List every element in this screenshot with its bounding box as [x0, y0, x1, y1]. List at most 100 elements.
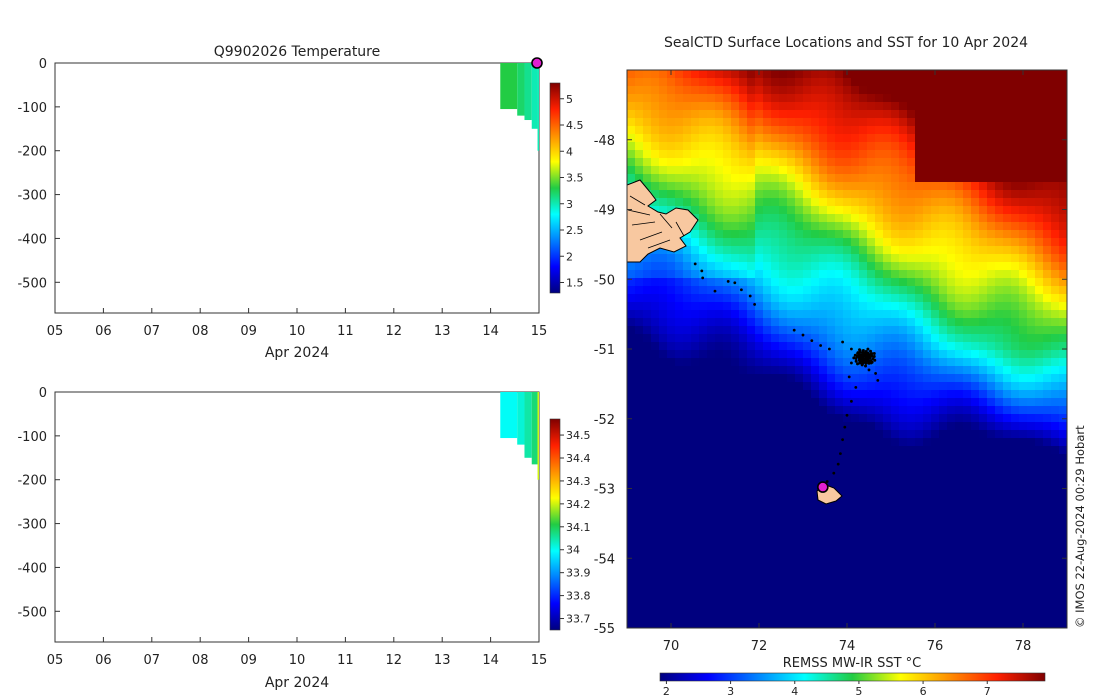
sst-cell: [891, 294, 899, 302]
sst-cell: [867, 214, 875, 222]
sst-cell: [795, 422, 803, 430]
sst-cell: [923, 166, 931, 174]
sst-cell: [707, 166, 715, 174]
sst-cell: [739, 494, 747, 502]
sst-cell: [883, 590, 891, 598]
sst-cell: [699, 510, 707, 518]
sst-cell: [779, 342, 787, 350]
sst-cell: [1035, 438, 1043, 446]
sst-cell: [947, 302, 955, 310]
cluster-point: [864, 352, 868, 356]
sst-cell: [627, 270, 635, 278]
sst-cell: [1059, 238, 1067, 246]
sst-cell: [915, 158, 923, 166]
sst-cell: [995, 270, 1003, 278]
sst-cell: [771, 118, 779, 126]
sst-cell: [1043, 350, 1051, 358]
sst-cell: [771, 214, 779, 222]
sst-cell: [875, 398, 883, 406]
sst-cell: [955, 598, 963, 606]
cluster-point: [871, 357, 875, 361]
colorbar-tick-label: 2.5: [566, 224, 584, 237]
sst-cell: [979, 254, 987, 262]
sst-cell: [699, 238, 707, 246]
sst-cell: [827, 86, 835, 94]
sst-cell: [915, 582, 923, 590]
cluster-point: [866, 347, 870, 351]
sst-cell: [979, 78, 987, 86]
sst-cell: [739, 414, 747, 422]
sst-cell: [795, 542, 803, 550]
sst-cell: [1019, 174, 1027, 182]
sst-cell: [675, 294, 683, 302]
sst-cell: [1035, 70, 1043, 78]
sst-cell: [1059, 598, 1067, 606]
sst-cell: [803, 70, 811, 78]
sst-cell: [963, 358, 971, 366]
sst-cell: [1011, 158, 1019, 166]
sst-cell: [1035, 622, 1043, 628]
sst-cell: [827, 622, 835, 628]
sst-cell: [931, 526, 939, 534]
sst-cell: [883, 510, 891, 518]
sst-cell: [995, 166, 1003, 174]
sst-cell: [963, 142, 971, 150]
sst-cell: [803, 254, 811, 262]
sst-cell: [1035, 518, 1043, 526]
colorbar-tick-label: 34.1: [566, 521, 591, 534]
sst-cell: [899, 86, 907, 94]
sst-cell: [883, 502, 891, 510]
sst-cell: [675, 542, 683, 550]
sst-cell: [1019, 414, 1027, 422]
sst-cell: [819, 214, 827, 222]
sst-cell: [667, 390, 675, 398]
sst-cell: [747, 182, 755, 190]
sst-cell: [987, 158, 995, 166]
sst-cell: [1059, 398, 1067, 406]
sst-cell: [787, 390, 795, 398]
sst-cell: [1011, 542, 1019, 550]
sst-cell: [667, 118, 675, 126]
sst-cell: [907, 494, 915, 502]
sst-cell: [971, 438, 979, 446]
sst-cell: [891, 206, 899, 214]
sst-cell: [779, 366, 787, 374]
sst-cell: [779, 198, 787, 206]
profile-cell: [524, 392, 532, 458]
sst-cell: [627, 294, 635, 302]
sst-cell: [787, 126, 795, 134]
sst-cell: [787, 350, 795, 358]
sst-cell: [699, 502, 707, 510]
sst-cell: [691, 206, 699, 214]
sst-cell: [907, 302, 915, 310]
sst-cell: [763, 462, 771, 470]
sst-cell: [683, 462, 691, 470]
sst-cell: [859, 446, 867, 454]
sst-cell: [987, 350, 995, 358]
sst-cell: [883, 374, 891, 382]
sst-cell: [1011, 398, 1019, 406]
sst-cell: [731, 558, 739, 566]
sst-cell: [683, 590, 691, 598]
sst-cell: [811, 486, 819, 494]
sst-cell: [1059, 302, 1067, 310]
sst-cell: [675, 486, 683, 494]
sst-cell: [899, 398, 907, 406]
sst-cell: [1011, 574, 1019, 582]
sst-cell: [987, 390, 995, 398]
sst-cell: [987, 134, 995, 142]
sst-cell: [627, 358, 635, 366]
sst-cell: [1003, 142, 1011, 150]
sst-cell: [979, 262, 987, 270]
sst-cell: [675, 86, 683, 94]
sst-cell: [899, 518, 907, 526]
sst-cell: [1003, 318, 1011, 326]
sst-cell: [851, 558, 859, 566]
sst-cell: [691, 550, 699, 558]
sst-cell: [971, 238, 979, 246]
sst-cell: [859, 438, 867, 446]
sst-cell: [1059, 70, 1067, 78]
sst-cell: [987, 622, 995, 628]
sst-cell: [651, 398, 659, 406]
sst-cell: [899, 470, 907, 478]
